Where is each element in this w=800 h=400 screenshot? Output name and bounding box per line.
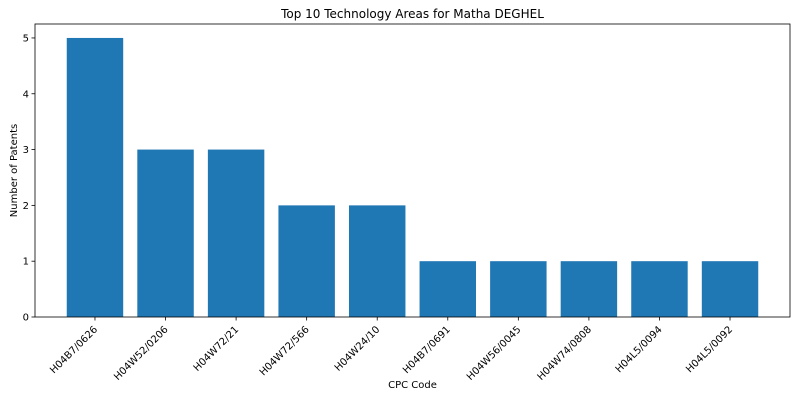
y-axis-label: Number of Patents [9,124,20,217]
y-tick-label-2: 2 [23,201,29,212]
bar-5 [420,261,476,317]
bar-8 [631,261,687,317]
bar-1 [137,150,193,317]
y-tick-label-5: 5 [23,33,29,44]
chart-title: Top 10 Technology Areas for Matha DEGHEL [280,7,544,21]
bar-0 [67,38,123,317]
y-tick-label-3: 3 [23,145,29,156]
bar-4 [349,205,405,317]
bar-3 [278,205,334,317]
bar-9 [702,261,758,317]
x-axis-label: CPC Code [388,380,437,391]
y-tick-label-1: 1 [23,257,29,268]
bar-2 [208,150,264,317]
bar-6 [490,261,546,317]
y-tick-label-4: 4 [23,89,29,100]
bar-7 [561,261,617,317]
y-tick-label-0: 0 [23,313,29,324]
